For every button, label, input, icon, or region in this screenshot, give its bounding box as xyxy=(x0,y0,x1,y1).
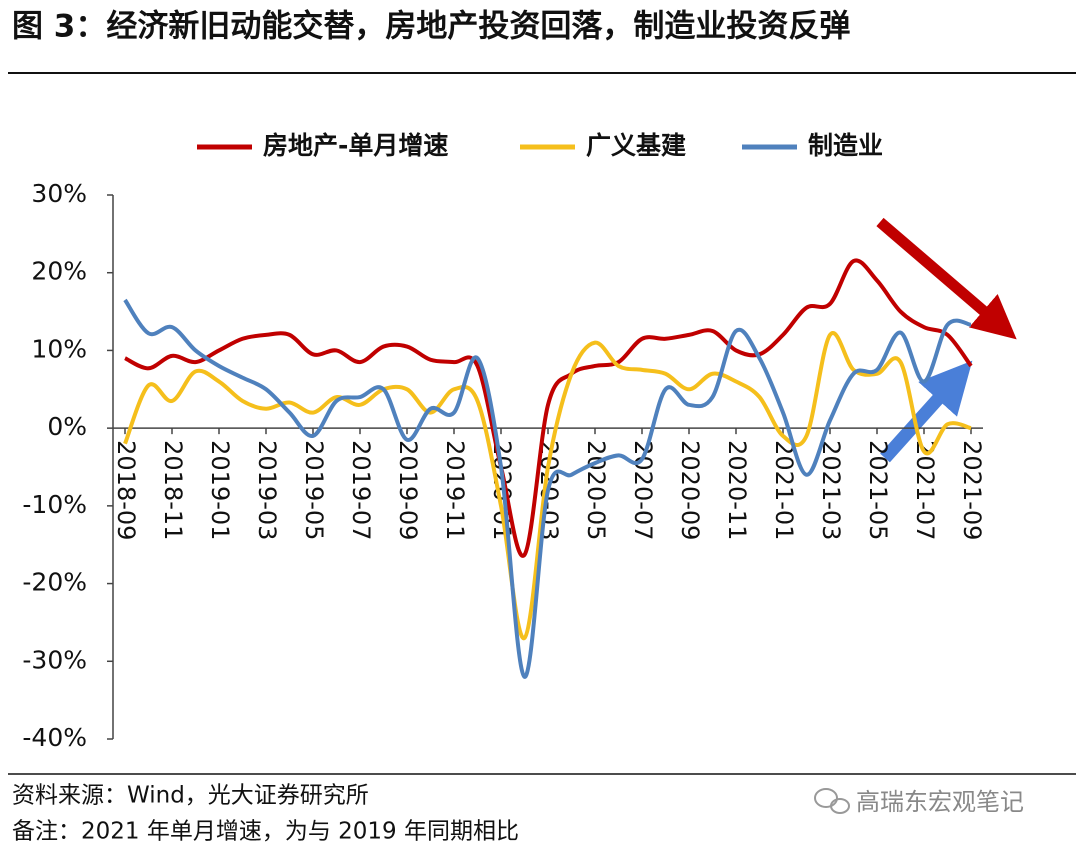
x-tick-label: 2018-11 xyxy=(159,440,187,540)
x-tick-label: 2020-09 xyxy=(676,440,704,540)
series-line xyxy=(123,330,972,640)
legend-label: 制造业 xyxy=(808,131,883,160)
x-tick-label: 2019-09 xyxy=(394,440,422,540)
y-tick-label: -30% xyxy=(22,645,87,674)
y-tick-label: 0% xyxy=(47,412,87,441)
x-tick-label: 2018-09 xyxy=(112,440,140,540)
x-tick-label: 2020-11 xyxy=(723,440,751,540)
x-tick-label: 2021-01 xyxy=(770,440,798,540)
x-tick-label: 2019-07 xyxy=(347,440,375,540)
x-tick-label: 2020-05 xyxy=(582,440,610,540)
y-tick-label: 30% xyxy=(31,179,87,208)
legend-label: 广义基建 xyxy=(586,131,686,160)
note: 备注：2021 年单月增速，为与 2019 年同期相比 xyxy=(12,819,519,845)
x-tick-label: 2019-11 xyxy=(441,440,469,540)
watermark-icon xyxy=(814,788,850,814)
x-tick-label: 2019-01 xyxy=(206,440,234,540)
x-tick-label: 2019-03 xyxy=(253,440,281,540)
x-tick-label: 2021-07 xyxy=(911,440,939,540)
legend-label: 房地产-单月增速 xyxy=(263,131,448,160)
down-arrow xyxy=(876,217,1017,340)
series-line xyxy=(123,298,972,679)
up-arrow xyxy=(880,360,973,463)
x-tick-label: 2019-05 xyxy=(300,440,328,540)
y-tick-label: 10% xyxy=(31,334,87,363)
source: 资料来源：Wind，光大证券研究所 xyxy=(12,783,369,809)
x-tick-label: 2021-05 xyxy=(864,440,892,540)
y-tick-label: -10% xyxy=(22,490,87,519)
y-tick-label: 20% xyxy=(31,257,87,286)
x-tick-label: 2021-09 xyxy=(958,440,986,540)
series-line xyxy=(124,258,973,558)
watermark: 高瑞东宏观笔记 xyxy=(856,788,1024,816)
chart-title: 图 3：经济新旧动能交替，房地产投资回落，制造业投资反弹 xyxy=(12,9,850,45)
x-tick-label: 2021-03 xyxy=(817,440,845,540)
y-tick-label: -20% xyxy=(22,568,87,597)
y-tick-label: -40% xyxy=(22,723,87,752)
